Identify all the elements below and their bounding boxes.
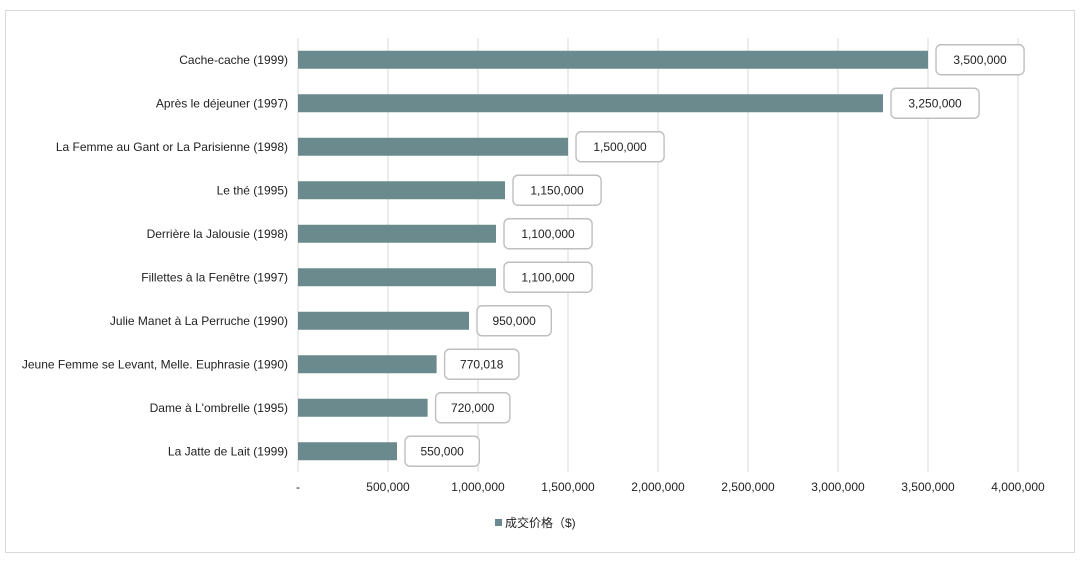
data-label-text: 770,018 xyxy=(460,357,504,371)
data-label-box xyxy=(503,261,593,293)
data-label: 950,000 xyxy=(476,305,553,337)
x-tick-label: - xyxy=(296,480,300,494)
data-label-text: 1,500,000 xyxy=(593,140,647,154)
x-tick-label: 1,500,000 xyxy=(541,480,595,494)
data-label: 1,150,000 xyxy=(512,174,602,206)
data-label-text: 3,500,000 xyxy=(953,53,1007,67)
bar xyxy=(298,94,883,113)
category-label: Derrière la Jalousie (1998) xyxy=(147,227,288,241)
legend-swatch xyxy=(495,519,502,526)
legend: 成交价格（$) xyxy=(495,515,576,530)
x-tick-label: 2,500,000 xyxy=(721,480,775,494)
category-label: Jeune Femme se Levant, Melle. Euphrasie … xyxy=(22,357,288,371)
x-tick-label: 3,500,000 xyxy=(901,480,955,494)
bar xyxy=(298,224,496,243)
bar xyxy=(298,50,928,69)
data-label: 550,000 xyxy=(404,435,481,467)
data-label-text: 550,000 xyxy=(420,444,464,458)
category-label: Après le déjeuner (1997) xyxy=(156,96,288,110)
data-label-text: 720,000 xyxy=(451,401,495,415)
data-label: 3,250,000 xyxy=(890,87,980,119)
category-label: Dame à L'ombrelle (1995) xyxy=(150,401,288,415)
data-label-text: 1,150,000 xyxy=(530,183,584,197)
bar xyxy=(298,398,428,417)
category-label: Julie Manet à La Perruche (1990) xyxy=(110,314,288,328)
category-label: Fillettes à la Fenêtre (1997) xyxy=(141,270,288,284)
bar xyxy=(298,442,397,461)
data-label: 720,000 xyxy=(434,392,511,424)
data-label-box xyxy=(575,131,665,163)
data-label-text: 1,100,000 xyxy=(521,270,575,284)
data-label: 1,100,000 xyxy=(503,218,593,250)
data-label-box xyxy=(404,435,481,467)
x-tick-label: 4,000,000 xyxy=(991,480,1045,494)
data-label-text: 1,100,000 xyxy=(521,227,575,241)
x-tick-label: 2,000,000 xyxy=(631,480,685,494)
bar xyxy=(298,355,437,374)
legend-label: 成交价格（$) xyxy=(505,515,576,530)
x-tick-label: 1,000,000 xyxy=(451,480,505,494)
bar xyxy=(298,137,568,156)
data-label: 1,100,000 xyxy=(503,261,593,293)
data-label-text: 3,250,000 xyxy=(908,96,962,110)
data-label: 1,500,000 xyxy=(575,131,665,163)
bar xyxy=(298,311,469,330)
data-label-box xyxy=(512,174,602,206)
data-label-box xyxy=(443,348,520,380)
data-label: 770,018 xyxy=(443,348,520,380)
bar xyxy=(298,268,496,287)
data-label: 3,500,000 xyxy=(935,44,1025,76)
category-label: Cache-cache (1999) xyxy=(179,53,288,67)
data-label-box xyxy=(503,218,593,250)
data-label-box xyxy=(890,87,980,119)
category-label: La Femme au Gant or La Parisienne (1998) xyxy=(56,140,288,154)
data-label-box xyxy=(476,305,553,337)
data-label-box xyxy=(434,392,511,424)
data-label-box xyxy=(935,44,1025,76)
data-label-text: 950,000 xyxy=(492,314,536,328)
category-label: Le thé (1995) xyxy=(217,183,288,197)
category-label: La Jatte de Lait (1999) xyxy=(168,444,288,458)
x-tick-label: 3,000,000 xyxy=(811,480,865,494)
x-tick-label: 500,000 xyxy=(366,480,410,494)
bar xyxy=(298,181,505,200)
